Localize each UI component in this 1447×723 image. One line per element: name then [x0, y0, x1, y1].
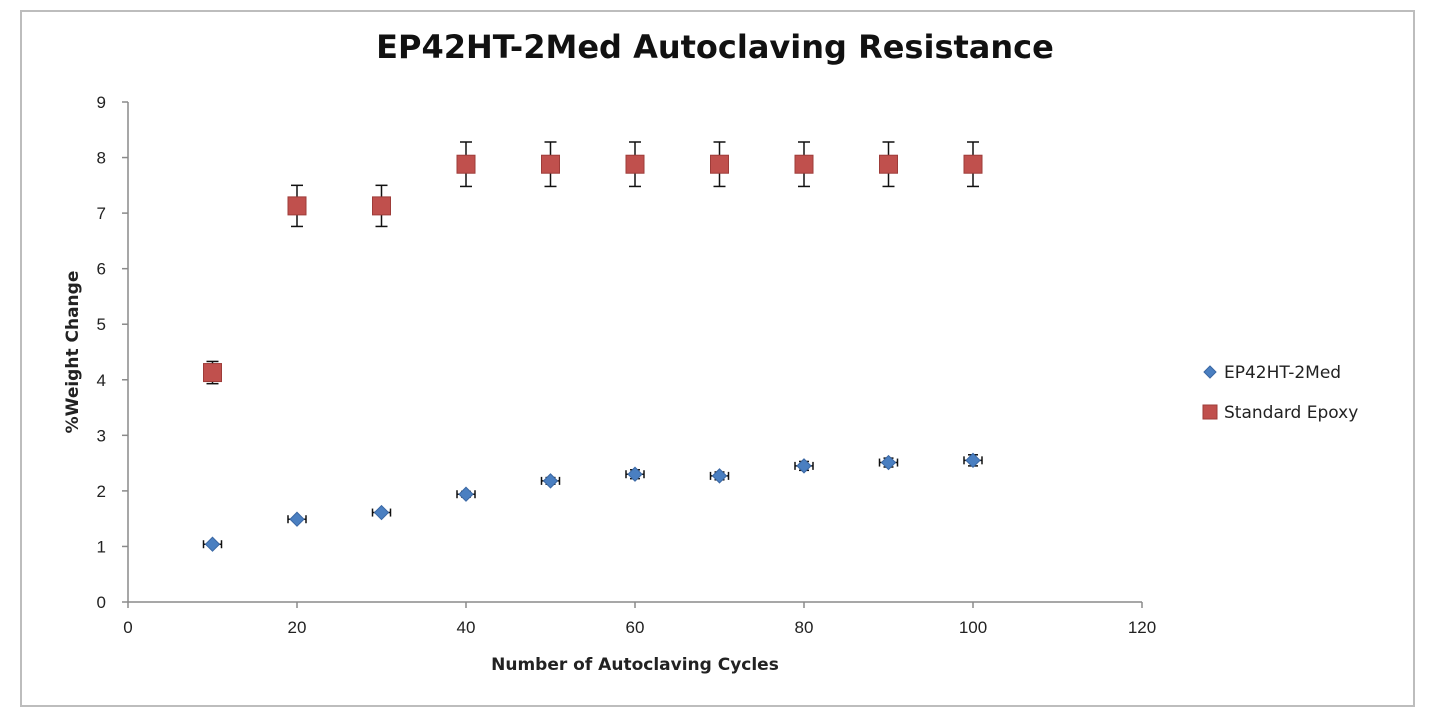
x-tick-label: 100	[959, 618, 987, 637]
ep42ht-2med-point	[880, 454, 897, 471]
ep42ht-2med-point	[289, 511, 305, 527]
tick-labels: 0 1 2 3 4 5 6 7 8 9 0 20 40 60 80 100 120	[97, 93, 1157, 637]
y-tick-label: 5	[97, 315, 106, 334]
y-tick-label: 6	[97, 260, 106, 279]
ep42ht-2med-point	[373, 504, 390, 521]
x-tick-label: 60	[626, 618, 645, 637]
standard-epoxy-point	[710, 154, 729, 174]
standard-epoxy-point	[625, 154, 645, 174]
legend-marker-standard-epoxy	[1202, 404, 1218, 420]
y-tick-label: 3	[97, 426, 106, 445]
ep42ht-2med-point	[204, 536, 221, 552]
y-tick-label: 0	[97, 593, 106, 612]
y-tick-label: 7	[97, 204, 106, 223]
y-tick-label: 9	[97, 93, 106, 112]
legend-marker-ep42ht-2med	[1203, 365, 1217, 379]
y-tick-label: 4	[97, 371, 106, 390]
standard-epoxy-point	[541, 154, 560, 174]
y-tick-label: 1	[97, 537, 106, 556]
standard-epoxy-point	[879, 154, 898, 174]
legend-label-ep42ht-2med: EP42HT-2Med	[1224, 363, 1341, 383]
x-axis-label: Number of Autoclaving Cycles	[491, 655, 779, 675]
ep42ht-2med-point	[796, 458, 812, 474]
standard-epoxy-point	[456, 154, 476, 174]
legend-label-standard-epoxy: Standard Epoxy	[1224, 403, 1358, 423]
data-points	[202, 141, 983, 552]
axes	[122, 101, 1143, 608]
standard-epoxy-point	[794, 154, 814, 174]
y-tick-label: 8	[97, 149, 106, 168]
chart-title: EP42HT-2Med Autoclaving Resistance	[376, 28, 1054, 66]
x-tick-label: 80	[795, 618, 814, 637]
x-tick-label: 120	[1128, 618, 1156, 637]
standard-epoxy-point	[203, 363, 222, 383]
x-tick-label: 20	[288, 618, 307, 637]
y-tick-label: 2	[97, 482, 106, 501]
legend: EP42HT-2Med Standard Epoxy	[1202, 363, 1358, 423]
chart-frame	[20, 10, 1415, 707]
ep42ht-2med-point	[627, 466, 643, 482]
ep42ht-2med-point	[965, 452, 981, 469]
y-axis-label: %Weight Change	[63, 271, 83, 434]
standard-epoxy-point	[287, 196, 307, 216]
standard-epoxy-point	[372, 196, 391, 216]
ep42ht-2med-point	[458, 486, 474, 502]
ep42ht-2med-point	[711, 468, 728, 484]
standard-epoxy-point	[963, 154, 983, 174]
x-tick-label: 0	[123, 618, 132, 637]
ep42ht-2med-point	[542, 473, 559, 489]
x-tick-label: 40	[457, 618, 476, 637]
